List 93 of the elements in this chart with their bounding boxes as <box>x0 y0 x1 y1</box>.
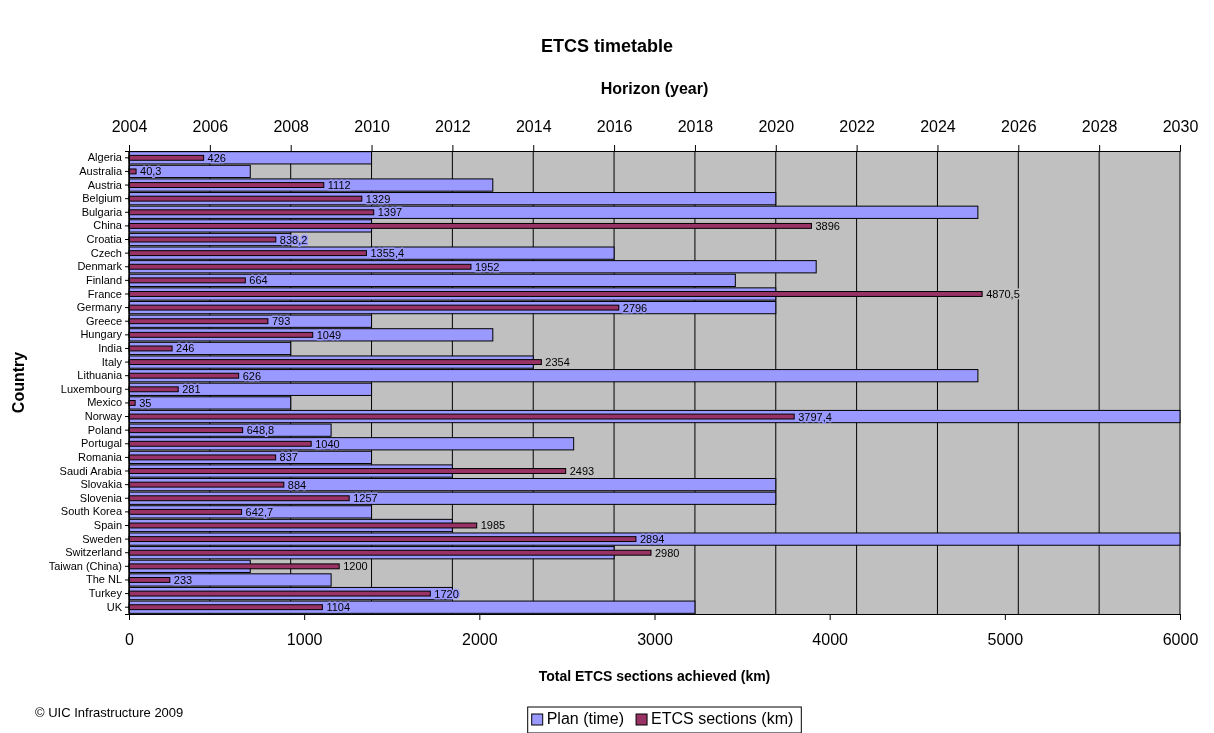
data-label: 884 <box>287 478 307 491</box>
y-tick-label: Luxembourg <box>60 382 122 395</box>
legend-label: Plan (time) <box>546 710 625 727</box>
y-tick-label: Slovenia <box>79 491 123 504</box>
y-tick-label: South Korea <box>60 505 123 518</box>
x2-tick-label: 2008 <box>273 118 310 136</box>
y-tick-label: Germany <box>76 301 123 314</box>
y-tick-label: Denmark <box>77 260 123 273</box>
data-label: 246 <box>176 342 195 355</box>
data-label: 1329 <box>365 192 391 205</box>
y-tick-label: Taiwan (China) <box>48 559 122 572</box>
y-tick-label: India <box>98 341 123 354</box>
x2-tick-label: 2010 <box>354 118 390 136</box>
data-label: 1397 <box>377 206 403 219</box>
y-tick-label: Finland <box>85 273 122 286</box>
y-tick-label: Australia <box>79 164 123 177</box>
y-tick-label: Belgium <box>82 192 122 205</box>
y-tick-label: Switzerland <box>65 546 122 559</box>
data-label: 1952 <box>474 260 500 273</box>
y-tick-label: Saudi Arabia <box>59 464 123 477</box>
y-tick-label: Norway <box>84 410 123 423</box>
data-label: 3797,4 <box>798 410 832 423</box>
y-tick-label: Slovakia <box>80 478 123 491</box>
y-tick-label: Poland <box>87 423 122 436</box>
y-tick-label: The NL <box>85 573 122 586</box>
data-label: 1104 <box>326 601 351 614</box>
data-label: 1040 <box>315 437 340 450</box>
y-tick-label: Spain <box>93 519 122 532</box>
y-tick-label: Bulgaria <box>81 205 123 218</box>
data-label: 2980 <box>655 546 680 559</box>
x2-tick-label: 2020 <box>758 118 795 136</box>
y-tick-label: Sweden <box>82 532 122 545</box>
y-tick-label: Greece <box>85 314 122 327</box>
x2-tick-label: 2026 <box>1001 118 1037 136</box>
x-axis-title: Total ETCS sections achieved (km) <box>538 668 771 684</box>
y-tick-label: Croatia <box>86 233 123 246</box>
x2-tick-label: 2016 <box>596 118 633 136</box>
y-tick-label: Mexico <box>87 396 122 409</box>
data-label: 3896 <box>815 219 840 232</box>
data-label: 426 <box>207 151 226 164</box>
data-label: 664 <box>249 274 268 287</box>
data-label: 35 <box>139 396 152 409</box>
x2-tick-label: 2022 <box>839 118 876 136</box>
y-tick-label: Czech <box>90 246 122 259</box>
y-tick-label: Turkey <box>88 587 123 600</box>
x-tick-label: 6000 <box>1162 631 1199 649</box>
data-label: 2894 <box>639 533 665 546</box>
x-tick-label: 2000 <box>462 631 498 649</box>
x-tick-label: 5000 <box>987 631 1024 649</box>
x-tick-label: 3000 <box>637 631 673 649</box>
data-label: 1200 <box>343 560 368 573</box>
chart-title: ETCS timetable <box>540 36 674 56</box>
data-label: 281 <box>182 383 201 396</box>
y-tick-label: UK <box>106 600 123 613</box>
data-label: 837 <box>279 451 298 464</box>
data-label: 2493 <box>569 465 595 478</box>
x-tick-label: 0 <box>125 631 135 649</box>
data-label: 648,8 <box>246 424 275 437</box>
x2-tick-label: 2012 <box>435 118 471 136</box>
x2-tick-label: 2018 <box>677 118 714 136</box>
data-label: 1049 <box>316 328 342 341</box>
y-tick-label: Hungary <box>80 328 123 341</box>
data-label: 1985 <box>480 519 506 532</box>
y-tick-label: France <box>87 287 122 300</box>
y-tick-label: China <box>93 219 123 232</box>
data-label: 1355,4 <box>370 247 405 260</box>
x2-tick-label: 2024 <box>920 118 956 136</box>
y-axis-title: Country <box>10 351 27 414</box>
x2-tick-label: 2028 <box>1081 118 1118 136</box>
x2-tick-label: 2030 <box>1162 118 1199 136</box>
y-tick-label: Austria <box>87 178 123 191</box>
data-label: 1257 <box>353 492 378 505</box>
data-label: 1112 <box>327 179 351 192</box>
legend-label: ETCS sections (km) <box>651 710 794 727</box>
y-tick-label: Algeria <box>87 151 123 164</box>
data-label: 642,7 <box>245 505 274 518</box>
text: © UIC Infrastructure 2009 <box>35 705 184 720</box>
x-tick-label: 4000 <box>812 631 849 649</box>
data-label: 626 <box>242 369 262 382</box>
y-tick-label: Portugal <box>81 437 122 450</box>
data-label: 2796 <box>622 301 648 314</box>
y-tick-label: Italy <box>101 355 123 368</box>
x2-tick-label: 2004 <box>111 118 148 136</box>
x2-tick-label: 2014 <box>515 118 552 136</box>
x-tick-label: 1000 <box>286 631 323 649</box>
data-label: 40,3 <box>140 165 162 178</box>
data-label: 233 <box>173 573 193 586</box>
y-tick-label: Romania <box>77 450 123 463</box>
data-label: 793 <box>271 315 291 328</box>
y-tick-label: Lithuania <box>77 369 123 382</box>
x2-axis-title: Horizon (year) <box>600 80 709 97</box>
x2-tick-label: 2006 <box>192 118 229 136</box>
data-label: 2354 <box>545 356 570 369</box>
